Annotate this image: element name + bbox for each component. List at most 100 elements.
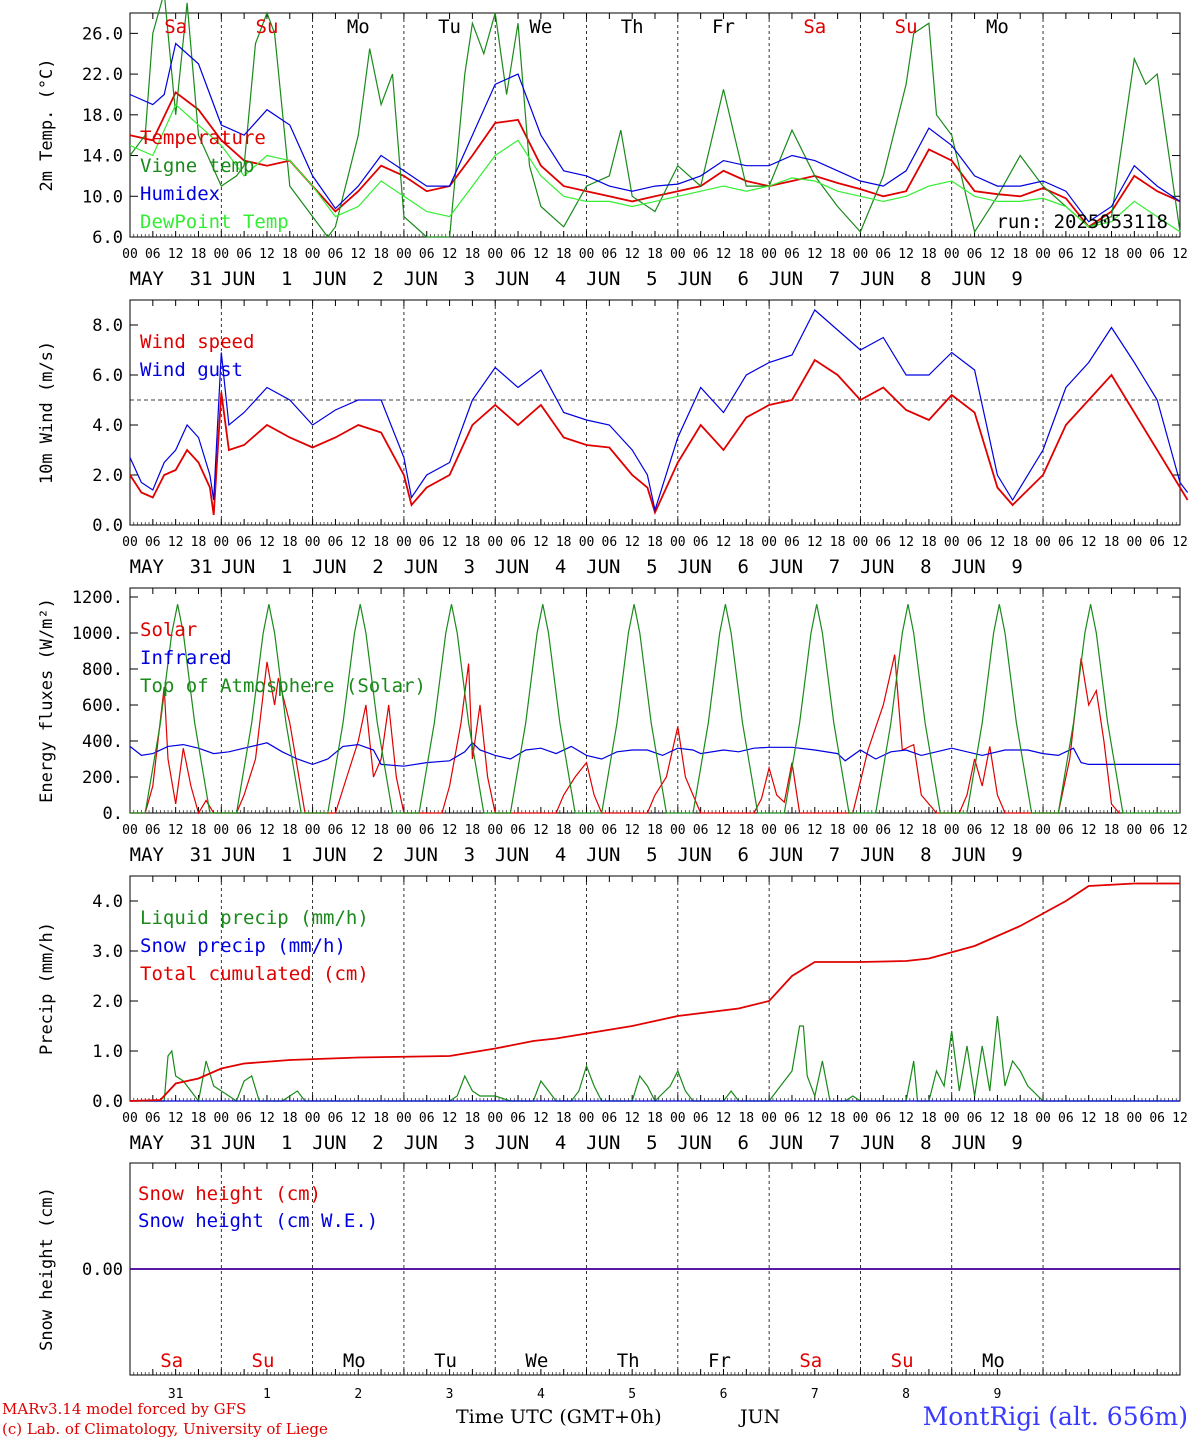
series-line: [129, 42, 1181, 223]
hour-tick-label: 00: [122, 535, 138, 550]
date-month-label: JUN: [221, 1132, 255, 1154]
hour-tick-label: 12: [624, 1111, 640, 1126]
date-month-label: JUN: [860, 556, 894, 578]
hour-tick-label: 12: [259, 535, 275, 550]
legend-entry: Snow height (cm): [138, 1183, 321, 1205]
date-day-label: 5: [646, 1132, 657, 1154]
hour-tick-label: 00: [944, 823, 960, 838]
hour-tick-label: 18: [373, 823, 389, 838]
hour-tick-label: 12: [259, 1111, 275, 1126]
hour-tick-label: 12: [1081, 247, 1097, 262]
day-name-label: Th: [621, 16, 644, 38]
hour-tick-label: 18: [1012, 823, 1028, 838]
hour-tick-label: 00: [213, 535, 229, 550]
hour-tick-label: 06: [693, 823, 709, 838]
hour-tick-label: 18: [738, 1111, 754, 1126]
legend-entry: Temperature: [140, 127, 266, 149]
hour-tick-label: 00: [1035, 823, 1051, 838]
day-name-label: Mo: [347, 16, 370, 38]
date-day-label: 8: [920, 556, 931, 578]
hour-tick-label: 06: [419, 823, 435, 838]
date-day-label: 6: [737, 556, 748, 578]
legend-entry: Liquid precip (mm/h): [140, 907, 369, 929]
y-tick-label: 26.0: [82, 24, 123, 44]
date-day-label: 2: [372, 556, 383, 578]
day-name-label: Mo: [986, 16, 1009, 38]
legend-entry: Wind speed: [140, 331, 254, 353]
date-month-label: JUN: [404, 844, 438, 866]
hour-tick-label: 06: [419, 535, 435, 550]
day-name-label: We: [525, 1350, 548, 1372]
hour-tick-label: 00: [944, 247, 960, 262]
y-tick-label: 8.0: [92, 316, 123, 336]
hour-tick-label: 00: [305, 823, 321, 838]
hour-tick-label: 00: [396, 1111, 412, 1126]
hour-tick-label: 18: [556, 1111, 572, 1126]
series-line: [129, 358, 1189, 516]
hour-tick-label: 12: [533, 535, 549, 550]
hour-tick-label: 00: [1127, 1111, 1143, 1126]
hour-tick-label: 06: [236, 247, 252, 262]
legend-entry: Vigne temp: [140, 155, 254, 177]
hour-tick-label: 12: [442, 535, 458, 550]
hour-tick-label: 18: [465, 823, 481, 838]
date-day-label: 5: [646, 556, 657, 578]
bottom-day-number: 1: [263, 1387, 271, 1402]
legend-entry: Snow height (cm W.E.): [138, 1210, 378, 1232]
hour-tick-label: 12: [350, 823, 366, 838]
hour-tick-label: 00: [305, 1111, 321, 1126]
day-name-label: Sa: [799, 1350, 822, 1372]
hour-tick-label: 12: [624, 247, 640, 262]
hour-tick-label: 18: [830, 1111, 846, 1126]
date-month-label: JUN: [586, 556, 620, 578]
hour-tick-label: 06: [145, 535, 161, 550]
hour-tick-label: 12: [533, 247, 549, 262]
hour-tick-label: 00: [853, 823, 869, 838]
hour-tick-label: 18: [647, 823, 663, 838]
date-day-label: 6: [737, 268, 748, 290]
date-day-label: 8: [920, 1132, 931, 1154]
hour-tick-label: 18: [556, 823, 572, 838]
y-tick-label: 0.: [103, 804, 123, 824]
date-day-label: 9: [1011, 556, 1022, 578]
hour-tick-label: 12: [1172, 247, 1188, 262]
hour-tick-label: 12: [533, 1111, 549, 1126]
date-month-label: JUN: [951, 268, 985, 290]
date-day-label: 1: [281, 1132, 292, 1154]
hour-tick-label: 06: [510, 535, 526, 550]
y-tick-label: 200.: [82, 768, 123, 788]
y-tick-label: 0.00: [82, 1260, 123, 1280]
date-month-label: JUN: [860, 1132, 894, 1154]
legend-entry: Snow precip (mm/h): [140, 935, 346, 957]
hour-tick-label: 18: [373, 1111, 389, 1126]
date-month-label: JUN: [495, 1132, 529, 1154]
date-month-label: JUN: [404, 556, 438, 578]
hour-tick-label: 18: [465, 1111, 481, 1126]
hour-tick-label: 18: [921, 823, 937, 838]
hour-tick-label: 00: [213, 823, 229, 838]
legend-entry: Total cumulated (cm): [140, 963, 369, 985]
hour-tick-label: 18: [191, 1111, 207, 1126]
hour-tick-label: 12: [1081, 823, 1097, 838]
hour-tick-label: 12: [807, 247, 823, 262]
y-tick-label: 14.0: [82, 147, 123, 167]
run-label: run: 2025053118: [996, 211, 1168, 233]
x-axis-title: Time UTC (GMT+0h): [456, 1406, 662, 1428]
date-day-label: 9: [1011, 268, 1022, 290]
date-month-label: JUN: [677, 556, 711, 578]
y-tick-label: 6.0: [92, 366, 123, 386]
y-axis-label: 10m Wind (m/s): [37, 341, 57, 484]
y-tick-label: 2.0: [92, 466, 123, 486]
hour-tick-label: 18: [1104, 823, 1120, 838]
date-day-label: 3: [464, 268, 475, 290]
bottom-day-number: 8: [902, 1387, 910, 1402]
hour-tick-label: 18: [1104, 247, 1120, 262]
date-day-label: 31: [190, 844, 213, 866]
hour-tick-label: 00: [1127, 535, 1143, 550]
y-tick-label: 800.: [82, 660, 123, 680]
credit-line-1: MARv3.14 model forced by GFS: [2, 1400, 247, 1418]
hour-tick-label: 06: [875, 535, 891, 550]
date-month-label: MAY: [130, 844, 165, 866]
hour-tick-label: 06: [328, 535, 344, 550]
